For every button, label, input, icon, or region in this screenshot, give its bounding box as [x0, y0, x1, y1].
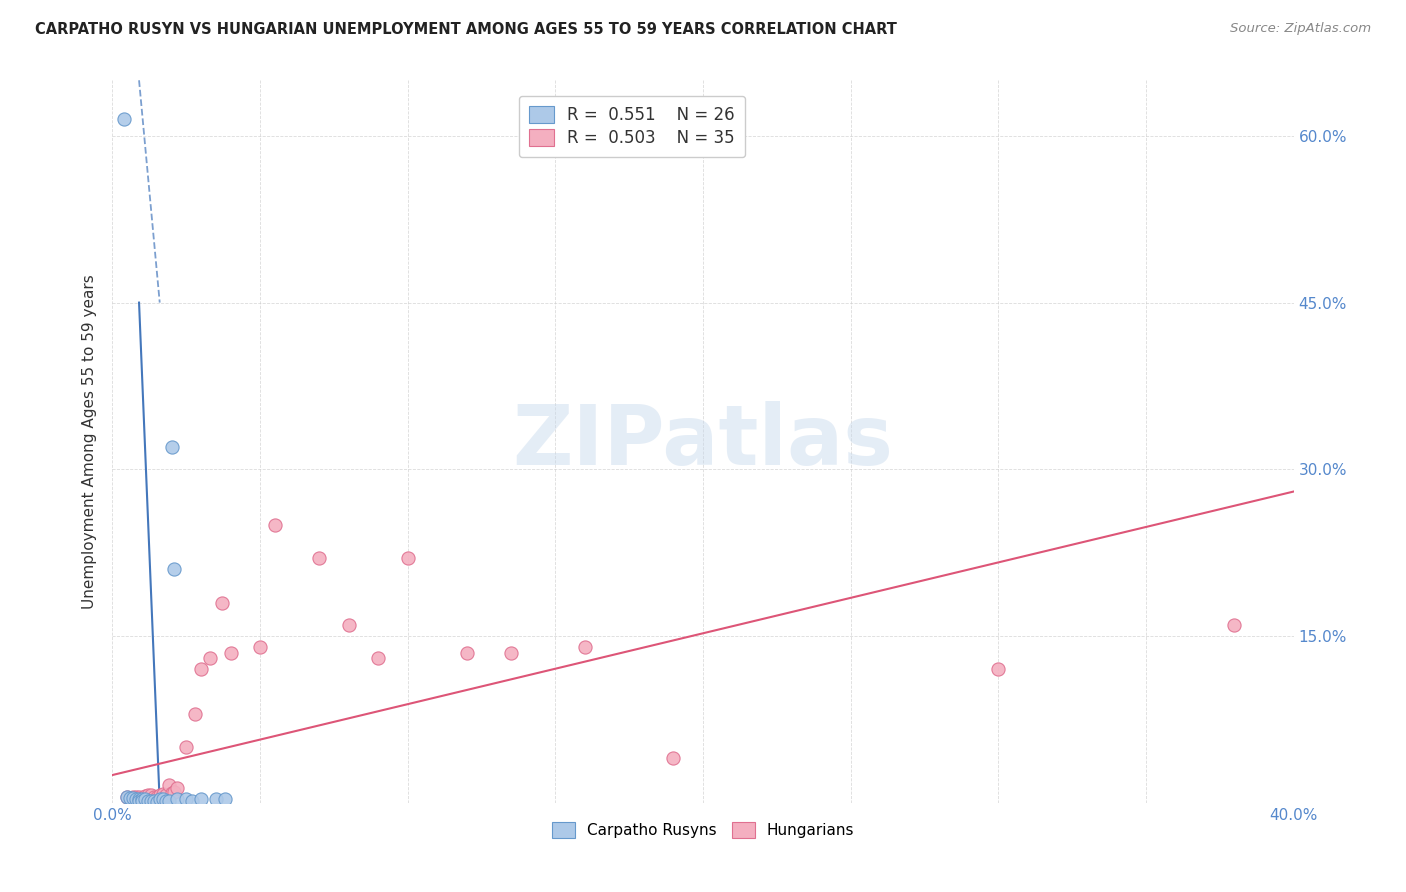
Point [160, 786, 183, 800]
Y-axis label: Unemployment Among Ages 55 to 59 years: Unemployment Among Ages 55 to 59 years [82, 274, 97, 609]
Point [337, 618, 360, 632]
Point [157, 778, 180, 792]
Point [122, 791, 145, 805]
Point [205, 792, 228, 806]
Point [131, 791, 153, 805]
Point [174, 792, 197, 806]
Point [146, 790, 169, 805]
Point [131, 792, 153, 806]
Point [128, 790, 150, 805]
Point [155, 788, 177, 802]
Point [139, 794, 162, 808]
Point [367, 651, 389, 665]
Point [166, 792, 188, 806]
Point [396, 551, 419, 566]
Point [120, 791, 142, 805]
Point [574, 640, 596, 655]
Point [214, 792, 236, 806]
Point [308, 551, 330, 566]
Point [181, 794, 204, 808]
Point [139, 788, 162, 802]
Point [152, 787, 174, 801]
Point [125, 790, 148, 805]
Text: CARPATHO RUSYN VS HUNGARIAN UNEMPLOYMENT AMONG AGES 55 TO 59 YEARS CORRELATION C: CARPATHO RUSYN VS HUNGARIAN UNEMPLOYMENT… [35, 22, 897, 37]
Point [146, 795, 169, 809]
Point [987, 662, 1010, 676]
Point [662, 751, 685, 765]
Point [219, 646, 242, 660]
Point [249, 640, 271, 655]
Point [134, 792, 156, 806]
Point [198, 651, 221, 665]
Point [136, 788, 159, 802]
Point [136, 794, 159, 808]
Point [149, 792, 172, 806]
Text: ZIPatlas: ZIPatlas [513, 401, 893, 482]
Point [152, 792, 174, 806]
Point [501, 646, 523, 660]
Legend: Carpatho Rusyns, Hungarians: Carpatho Rusyns, Hungarians [544, 814, 862, 846]
Point [157, 794, 180, 808]
Point [117, 790, 138, 805]
Point [128, 794, 150, 808]
Point [163, 785, 186, 799]
Point [184, 706, 207, 721]
Text: Source: ZipAtlas.com: Source: ZipAtlas.com [1230, 22, 1371, 36]
Point [155, 794, 177, 808]
Point [134, 789, 156, 804]
Point [128, 792, 150, 806]
Point [125, 792, 148, 806]
Point [131, 794, 153, 808]
Point [190, 792, 212, 806]
Point [264, 517, 287, 532]
Point [122, 790, 145, 805]
Point [190, 662, 212, 676]
Point [174, 740, 197, 755]
Point [1223, 618, 1246, 632]
Point [163, 562, 186, 576]
Point [160, 440, 183, 454]
Point [149, 788, 172, 802]
Point [142, 794, 165, 808]
Point [211, 596, 233, 610]
Point [142, 790, 165, 805]
Point [456, 646, 478, 660]
Point [112, 112, 135, 127]
Point [166, 781, 188, 796]
Point [117, 790, 138, 805]
